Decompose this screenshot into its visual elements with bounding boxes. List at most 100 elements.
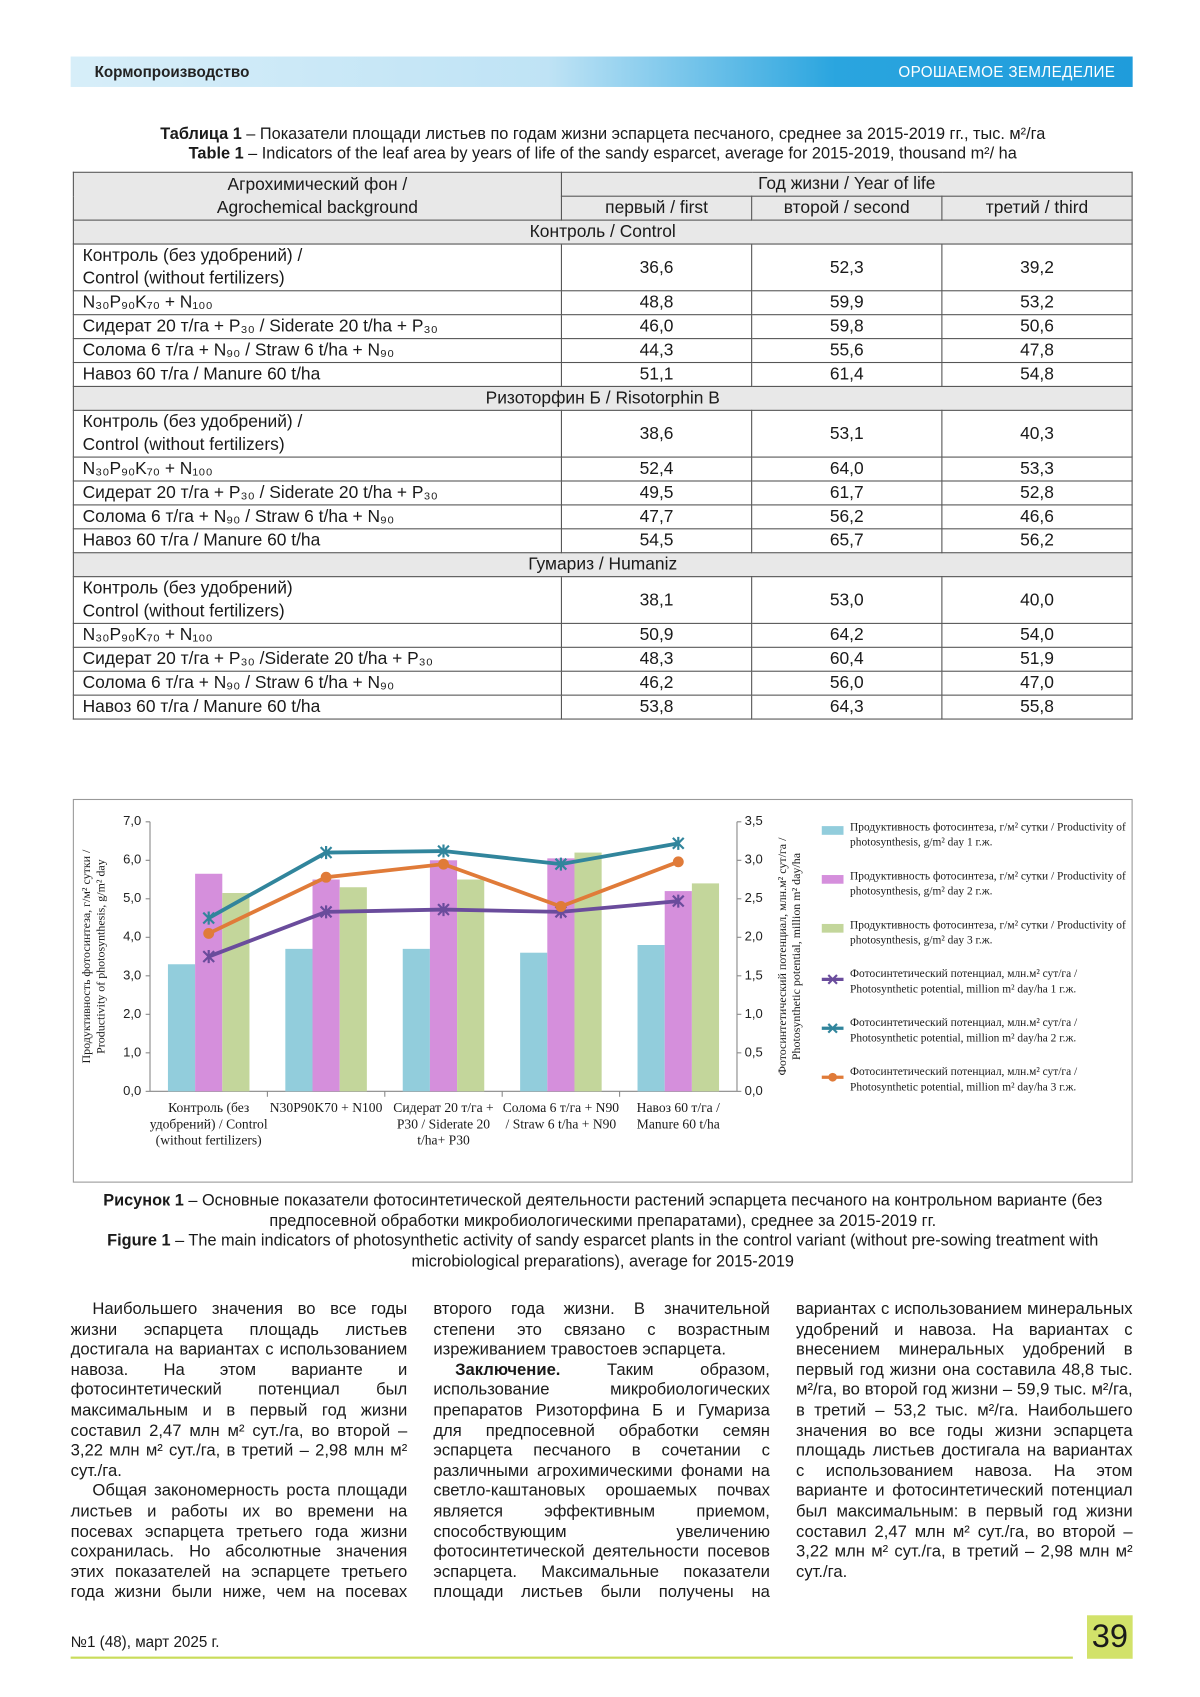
cell: 38,6	[561, 410, 751, 457]
row-label: Контроль (без удобрений) /Control (witho…	[73, 410, 561, 457]
line-point	[673, 856, 684, 867]
cell: 53,0	[752, 577, 942, 624]
line-point	[555, 901, 566, 912]
section-row: Ризоторфин Б / Risotorphin B	[73, 386, 1132, 410]
y-tick-label: 7,0	[123, 813, 141, 828]
label-line: Навоз 60 т/га / Manure 60 t/ha	[83, 363, 553, 386]
cell: 65,7	[752, 529, 942, 553]
y2-tick-label: 2,0	[745, 929, 763, 944]
row-label: Солома 6 т/га + N₉₀ / Straw 6 t/ha + N₉₀	[73, 505, 561, 529]
y2-axis-title: Фотосинтетический потенциал, млн.м² сут/…	[776, 821, 804, 1093]
caption-en: Figure 1 – The main indicators of photos…	[73, 1232, 1133, 1272]
bar	[340, 887, 367, 1091]
label-line: Контроль (без удобрений)	[83, 577, 553, 600]
label-line: N₃₀P₉₀K₇₀ + N₁₀₀	[83, 458, 553, 481]
cell: 52,8	[942, 481, 1132, 505]
legend-label-box: Продуктивность фотосинтеза, г/м² сутки /…	[850, 919, 1127, 962]
x-tick-label-box: Солома 6 т/га + N90 / Straw 6 t/ha + N90	[500, 1100, 622, 1176]
caption-lead: Рисунок 1	[103, 1191, 184, 1209]
label-line: Сидерат 20 т/га + P₃₀ /Siderate 20 t/ha …	[83, 648, 553, 671]
cell: 54,0	[942, 623, 1132, 647]
y-tick-label: 4,0	[123, 929, 141, 944]
rubric: ОРОШАЕМОЕ ЗЕМЛЕДЕЛИЕ	[898, 63, 1115, 80]
table-row: Сидерат 20 т/га + P₃₀ / Siderate 20 t/ha…	[73, 315, 1132, 339]
caption-lead: Figure 1	[107, 1232, 170, 1250]
table-row: N₃₀P₉₀K₇₀ + N₁₀₀48,859,953,2	[73, 291, 1132, 315]
caption-ru: Рисунок 1 – Основные показатели фотосинт…	[73, 1191, 1133, 1231]
cell: 47,0	[942, 671, 1132, 695]
y2-tick-label: 0,0	[745, 1083, 763, 1098]
cell: 39,2	[942, 244, 1132, 291]
label-line: N₃₀P₉₀K₇₀ + N₁₀₀	[83, 624, 553, 647]
bar	[547, 858, 574, 1091]
section-title: Гумариз / Humaniz	[73, 553, 1132, 577]
legend-label: Продуктивность фотосинтеза, г/м² сутки /…	[850, 919, 1127, 949]
row-label: Навоз 60 т/га / Manure 60 t/ha	[73, 695, 561, 719]
row-label: Навоз 60 т/га / Manure 60 t/ha	[73, 529, 561, 553]
table-row: Навоз 60 т/га / Manure 60 t/ha51,161,454…	[73, 363, 1132, 387]
x-tick-label: Сидерат 20 т/га + P30 / Siderate 20 t/ha…	[383, 1100, 505, 1149]
bar	[222, 893, 249, 1091]
cell: 44,3	[561, 339, 751, 363]
cell: 50,9	[561, 623, 751, 647]
legend-label: Фотосинтетический потенциал, млн.м² сут/…	[850, 1065, 1127, 1095]
y-axis-title: Продуктивность фотосинтеза, г/м² сутки /…	[80, 821, 108, 1093]
row-label: Навоз 60 т/га / Manure 60 t/ha	[73, 363, 561, 387]
row-label: Сидерат 20 т/га + P₃₀ /Siderate 20 t/ha …	[73, 647, 561, 671]
bar	[574, 853, 601, 1092]
paragraph-text: Наибольшего значения во все годы жизни э…	[71, 1300, 408, 1480]
legend-label-box: Фотосинтетический потенциал, млн.м² сут/…	[850, 1016, 1127, 1059]
x-tick-label-box: Навоз 60 т/га / Manure 60 t/ha	[617, 1100, 739, 1176]
label-line: Навоз 60 т/га / Manure 60 t/ha	[83, 529, 553, 552]
caption-lead: Table 1	[189, 145, 244, 163]
cell: 55,6	[752, 339, 942, 363]
legend-label-box: Продуктивность фотосинтеза, г/м² сутки /…	[850, 821, 1127, 864]
cell: 54,5	[561, 529, 751, 553]
label-line: Навоз 60 т/га / Manure 60 t/ha	[83, 696, 553, 719]
cell: 46,2	[561, 671, 751, 695]
cell: 64,2	[752, 623, 942, 647]
section-row: Контроль / Control	[73, 220, 1132, 244]
cell: 56,2	[942, 529, 1132, 553]
paragraph-lead: Заключение.	[455, 1361, 560, 1379]
legend-swatch	[822, 924, 844, 933]
y2-tick-label: 3,0	[745, 852, 763, 867]
cell: 53,2	[942, 291, 1132, 315]
caption-text: – Основные показатели фотосинтетической …	[188, 1191, 1102, 1230]
cell: 53,1	[752, 410, 942, 457]
x-tick-label: Навоз 60 т/га / Manure 60 t/ha	[617, 1100, 739, 1133]
cell: 47,8	[942, 339, 1132, 363]
y-tick-label: 2,0	[123, 1006, 141, 1021]
cell: 61,7	[752, 481, 942, 505]
y2-tick-label: 1,0	[745, 1006, 763, 1021]
x-tick-label-box: N30P90K70 + N100	[265, 1100, 387, 1176]
legend-label-box: Продуктивность фотосинтеза, г/м² сутки /…	[850, 870, 1127, 913]
cell: 46,6	[942, 505, 1132, 529]
line-point	[203, 928, 214, 939]
caption-en: Table 1 – Indicators of the leaf area by…	[73, 145, 1133, 165]
bar	[430, 860, 457, 1091]
label-line: N₃₀P₉₀K₇₀ + N₁₀₀	[83, 291, 553, 314]
table-row: Навоз 60 т/га / Manure 60 t/ha 54,565,756…	[73, 529, 1132, 553]
table-row: Солома 6 т/га + N₉₀ / Straw 6 t/ha + N₉₀…	[73, 505, 1132, 529]
legend-label-box: Фотосинтетический потенциал, млн.м² сут/…	[850, 967, 1127, 1010]
cell: 46,0	[561, 315, 751, 339]
cell: 59,8	[752, 315, 942, 339]
table-row: N₃₀P₉₀K₇₀ + N₁₀₀ 50,964,254,0	[73, 623, 1132, 647]
table-row: Навоз 60 т/га / Manure 60 t/ha53,864,355…	[73, 695, 1132, 719]
cell: 54,8	[942, 363, 1132, 387]
cell: 56,2	[752, 505, 942, 529]
x-tick-label: Солома 6 т/га + N90 / Straw 6 t/ha + N90	[500, 1100, 622, 1133]
y-tick-label: 3,0	[123, 967, 141, 982]
row-label: Сидерат 20 т/га + P₃₀ / Siderate 20 t/ha…	[73, 481, 561, 505]
label-line: Солома 6 т/га + N₉₀ / Straw 6 t/ha + N₉₀	[83, 505, 553, 528]
caption-text: – Indicators of the leaf area by years o…	[248, 145, 1017, 163]
data-table: Агрохимический фон /Agrochemical backgro…	[73, 172, 1133, 720]
y-tick-label: 6,0	[123, 852, 141, 867]
table-row: Сидерат 20 т/га + P₃₀ /Siderate 20 t/ha …	[73, 647, 1132, 671]
caption-text: – Показатели площади листьев по годам жи…	[246, 125, 1045, 143]
x-tick-label: N30P90K70 + N100	[265, 1100, 387, 1116]
x-tick-label: Контроль (без удобрений) / Control (with…	[148, 1100, 270, 1149]
label-line: Control (without fertilizers)	[83, 267, 553, 290]
cell: 40,0	[942, 577, 1132, 624]
